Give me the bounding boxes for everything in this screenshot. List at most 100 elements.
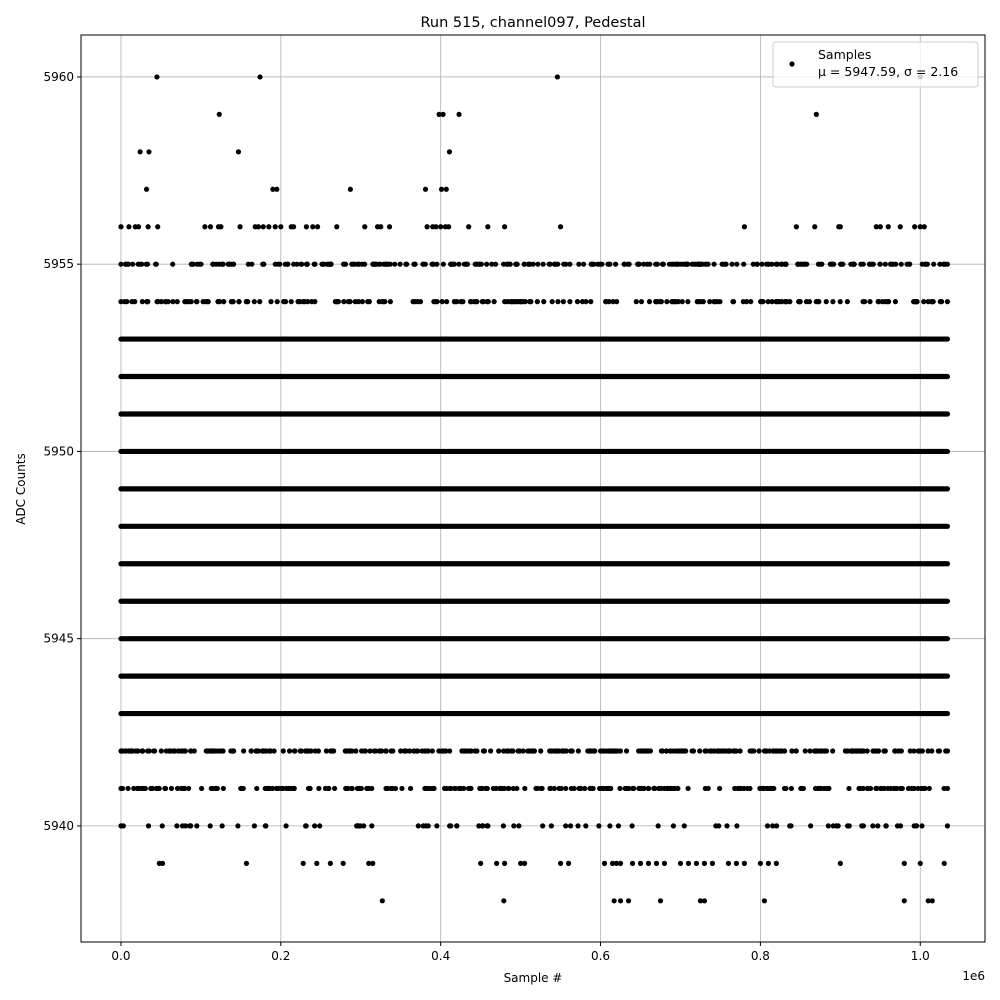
- data-point: [448, 823, 454, 829]
- data-point: [434, 823, 440, 829]
- data-point: [802, 748, 808, 754]
- data-point: [551, 785, 557, 792]
- data-point: [798, 785, 804, 792]
- x-axis-label: Sample #: [504, 971, 563, 985]
- data-point: [807, 748, 813, 754]
- data-point: [240, 748, 247, 754]
- data-point: [629, 823, 635, 829]
- data-point: [884, 299, 891, 305]
- data-point: [797, 299, 803, 305]
- data-point: [525, 748, 531, 754]
- data-point: [379, 898, 385, 904]
- data-point: [369, 823, 375, 829]
- data-point: [623, 748, 630, 754]
- data-point: [159, 823, 165, 829]
- data-point: [343, 748, 350, 754]
- data-point: [443, 186, 449, 192]
- data-point: [603, 785, 609, 792]
- data-point: [508, 748, 515, 754]
- data-point: [143, 186, 150, 192]
- data-point: [935, 748, 941, 754]
- data-point: [702, 748, 708, 754]
- data-point: [221, 299, 227, 305]
- data-point: [734, 823, 740, 829]
- x-offset-label: 1e6: [962, 969, 985, 983]
- data-point: [520, 299, 526, 305]
- data-point: [823, 299, 829, 305]
- data-point: [606, 299, 612, 305]
- data-point: [378, 224, 384, 230]
- data-point: [721, 261, 727, 267]
- data-point: [635, 261, 641, 267]
- data-point: [812, 224, 818, 230]
- data-point: [456, 785, 462, 792]
- data-point: [894, 785, 900, 792]
- data-point: [489, 261, 495, 267]
- data-point: [773, 823, 780, 829]
- data-point: [451, 261, 457, 267]
- data-point: [219, 823, 225, 829]
- data-point: [139, 299, 145, 305]
- data-point: [352, 299, 358, 305]
- data-point: [197, 261, 203, 267]
- data-point: [202, 224, 208, 230]
- data-point: [621, 261, 627, 267]
- data-point: [611, 898, 617, 904]
- data-point: [288, 299, 294, 305]
- data-point: [305, 785, 312, 792]
- data-point: [758, 299, 764, 305]
- data-point: [422, 186, 429, 192]
- data-point: [268, 299, 274, 305]
- data-point: [707, 748, 713, 754]
- data-point: [777, 748, 784, 754]
- data-point: [646, 299, 653, 305]
- data-point: [765, 299, 771, 305]
- data-point: [297, 748, 303, 754]
- data-point: [533, 785, 539, 792]
- data-point: [740, 299, 746, 305]
- data-point: [465, 785, 472, 792]
- data-point: [513, 261, 519, 267]
- data-point: [859, 748, 865, 754]
- data-point: [658, 299, 664, 305]
- data-point: [200, 299, 206, 305]
- data-point: [563, 785, 569, 792]
- data-point: [139, 261, 145, 267]
- data-point: [392, 261, 398, 267]
- data-point: [484, 823, 490, 829]
- data-point: [323, 748, 330, 754]
- data-point: [274, 299, 280, 305]
- data-point: [644, 261, 650, 267]
- data-point: [697, 898, 704, 904]
- data-point: [478, 860, 484, 866]
- data-point: [670, 785, 676, 792]
- data-point: [929, 898, 935, 904]
- data-point: [695, 299, 701, 305]
- data-point: [459, 748, 465, 754]
- legend-marker: [789, 61, 795, 67]
- data-point: [560, 748, 566, 754]
- data-point: [118, 748, 124, 754]
- y-tick-label: 5950: [43, 444, 74, 458]
- data-point: [412, 261, 418, 267]
- data-point: [926, 785, 932, 792]
- data-point: [626, 261, 632, 267]
- data-point: [479, 785, 485, 792]
- data-point: [840, 261, 846, 267]
- data-point: [683, 261, 689, 267]
- data-point: [879, 299, 885, 305]
- data-point: [414, 748, 420, 754]
- data-point: [844, 299, 850, 305]
- data-point: [353, 748, 359, 754]
- data-point: [446, 149, 453, 155]
- data-point: [671, 261, 677, 267]
- data-point: [626, 785, 632, 792]
- data-point: [162, 299, 168, 305]
- data-point: [859, 823, 865, 829]
- data-point: [866, 261, 873, 267]
- data-point: [182, 299, 188, 305]
- data-point: [689, 748, 695, 754]
- y-tick-label: 5960: [43, 70, 74, 84]
- data-point: [754, 261, 760, 267]
